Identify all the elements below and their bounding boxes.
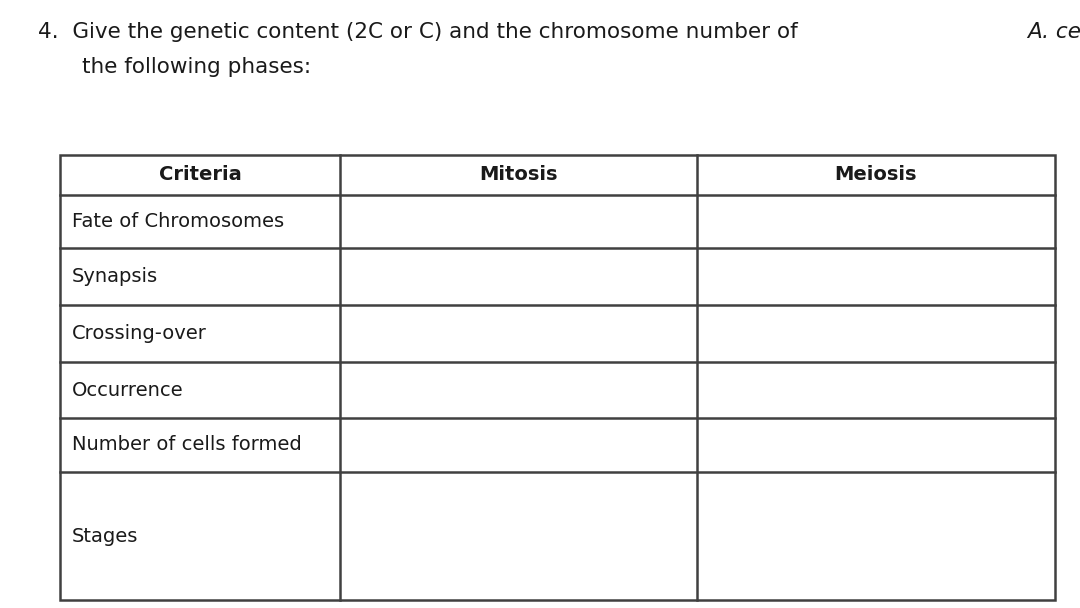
Text: A. cepa: A. cepa (1027, 22, 1080, 42)
Text: Occurrence: Occurrence (72, 381, 184, 399)
Text: the following phases:: the following phases: (82, 57, 311, 77)
Text: Criteria: Criteria (159, 165, 241, 184)
Text: 4.  Give the genetic content (2C or C) and the chromosome number of: 4. Give the genetic content (2C or C) an… (38, 22, 805, 42)
Text: Stages: Stages (72, 527, 138, 545)
Bar (60, 155, 1055, 600)
Text: Fate of Chromosomes: Fate of Chromosomes (72, 212, 284, 231)
Text: Meiosis: Meiosis (835, 165, 917, 184)
Text: Mitosis: Mitosis (480, 165, 557, 184)
Text: Crossing-over: Crossing-over (72, 324, 207, 343)
Text: 4.: 4. (38, 22, 72, 42)
Text: Number of cells formed: Number of cells formed (72, 435, 301, 455)
Text: Synapsis: Synapsis (72, 267, 158, 286)
